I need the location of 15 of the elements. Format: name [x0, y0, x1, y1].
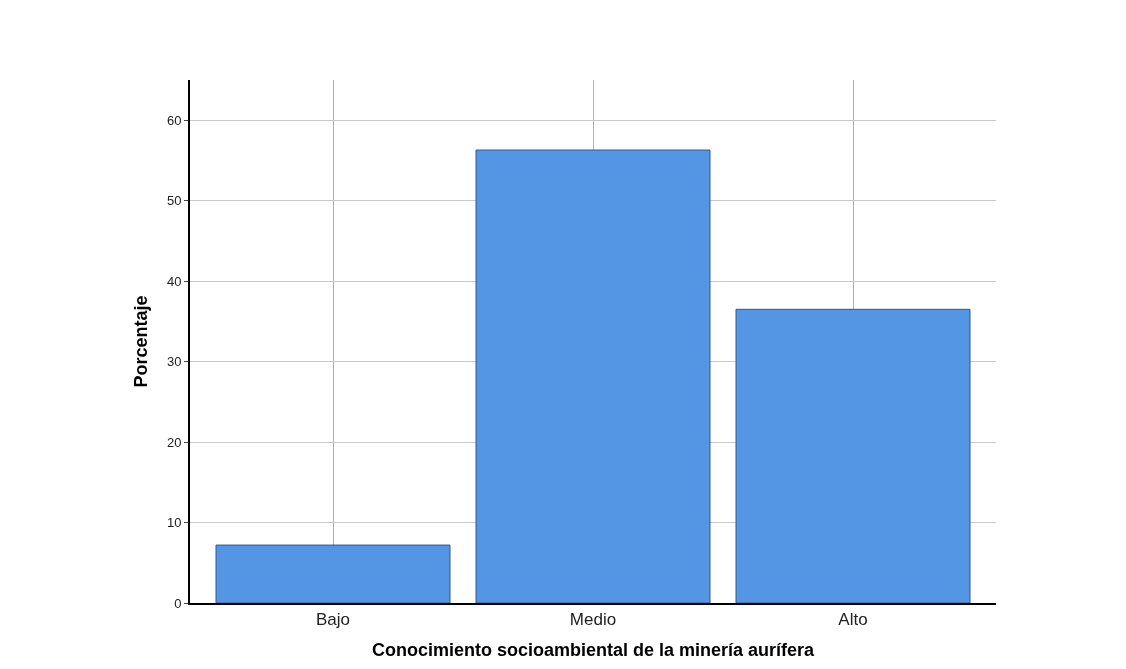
y-axis-title: Porcentaje	[130, 295, 151, 388]
bar	[215, 544, 451, 603]
x-tick-label: Medio	[569, 610, 617, 630]
y-tick-label: 60	[166, 112, 182, 128]
y-tick-label: 40	[166, 273, 182, 289]
bar	[475, 149, 711, 603]
y-tick-label: 10	[166, 515, 182, 531]
y-tick-label: 50	[166, 193, 182, 209]
x-axis-title: Conocimiento socioambiental de la minería aurífera	[371, 640, 816, 660]
x-tick-label: Alto	[838, 610, 868, 630]
x-tick-label: Bajo	[315, 610, 351, 630]
y-tick-label: 30	[166, 354, 182, 370]
y-tick-label: 0	[174, 595, 182, 611]
bar	[735, 308, 971, 603]
y-tick-label: 20	[166, 434, 182, 450]
